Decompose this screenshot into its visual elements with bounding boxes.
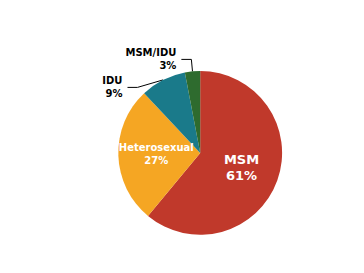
svg-text:Heterosexual: Heterosexual xyxy=(119,142,194,153)
svg-text:9%: 9% xyxy=(106,88,123,99)
svg-text:MSM/IDU: MSM/IDU xyxy=(125,47,176,58)
svg-text:27%: 27% xyxy=(144,155,168,166)
svg-text:61%: 61% xyxy=(226,168,257,183)
svg-text:3%: 3% xyxy=(159,60,176,71)
svg-text:MSM: MSM xyxy=(224,152,259,167)
svg-text:IDU: IDU xyxy=(102,75,122,86)
